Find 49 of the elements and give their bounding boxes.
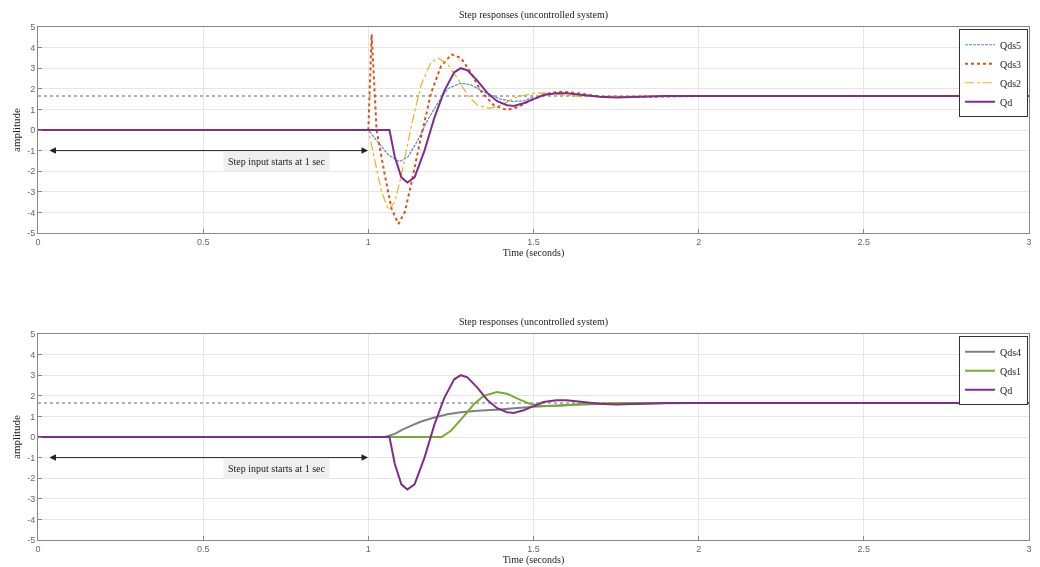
y-tick-label: -3 xyxy=(27,186,36,197)
y-tick-label: 1 xyxy=(30,411,36,422)
x-tick-label: 1 xyxy=(365,236,371,247)
x-tick-label: 2.5 xyxy=(857,236,871,247)
y-tick-label: -5 xyxy=(27,535,36,546)
x-axis-title: Time (seconds) xyxy=(502,553,565,566)
y-tick-label: -1 xyxy=(27,452,36,463)
y-tick-label: -5 xyxy=(27,228,36,239)
y-tick-label: 5 xyxy=(30,329,36,340)
x-tick-label: 2.5 xyxy=(857,543,871,554)
legend-label: Qd xyxy=(1000,96,1013,108)
y-tick-label: -2 xyxy=(27,473,36,484)
legend-label: Qds4 xyxy=(1000,346,1022,358)
y-tick-label: 5 xyxy=(30,22,36,33)
y-tick-label: 0 xyxy=(30,125,36,136)
y-tick-label: -2 xyxy=(27,166,36,177)
x-tick-label: 0.5 xyxy=(196,236,210,247)
x-axis-title: Time (seconds) xyxy=(502,246,565,259)
y-tick-label: 3 xyxy=(30,63,36,74)
y-tick-label: -4 xyxy=(27,207,36,218)
x-tick-label: 3 xyxy=(1026,543,1032,554)
x-tick-label: 1.5 xyxy=(527,236,540,247)
annotation: Step input starts at 1 sec xyxy=(228,463,326,474)
y-tick-label: -1 xyxy=(27,145,36,156)
x-tick-label: 1.5 xyxy=(527,543,540,554)
y-tick-label: 4 xyxy=(30,349,36,360)
y-tick-label: 3 xyxy=(30,370,36,381)
legend-label: Qds5 xyxy=(1000,39,1022,51)
y-tick-label: 2 xyxy=(30,83,36,94)
y-tick-label: -3 xyxy=(27,493,36,504)
y-axis-title: amplitude xyxy=(9,107,22,152)
x-tick-label: 1 xyxy=(365,543,371,554)
legend-label: Qds3 xyxy=(1000,58,1022,70)
legend-label: Qds1 xyxy=(1000,365,1022,377)
legend-label: Qd xyxy=(1000,384,1013,396)
x-tick-label: 2 xyxy=(696,543,702,554)
y-tick-label: 4 xyxy=(30,42,36,53)
x-tick-label: 0.5 xyxy=(196,543,210,554)
y-axis-title: amplitude xyxy=(9,414,22,459)
y-tick-label: -4 xyxy=(27,514,36,525)
y-tick-label: 0 xyxy=(30,432,36,443)
y-tick-label: 1 xyxy=(30,104,36,115)
legend-label: Qds2 xyxy=(1000,77,1022,89)
chart-title: Step responses (uncontrolled system) xyxy=(459,9,609,21)
y-tick-label: 2 xyxy=(30,390,36,401)
x-tick-label: 3 xyxy=(1026,236,1032,247)
chart-title: Step responses (uncontrolled system) xyxy=(459,316,609,328)
annotation: Step input starts at 1 sec xyxy=(228,156,326,167)
x-tick-label: 2 xyxy=(696,236,702,247)
